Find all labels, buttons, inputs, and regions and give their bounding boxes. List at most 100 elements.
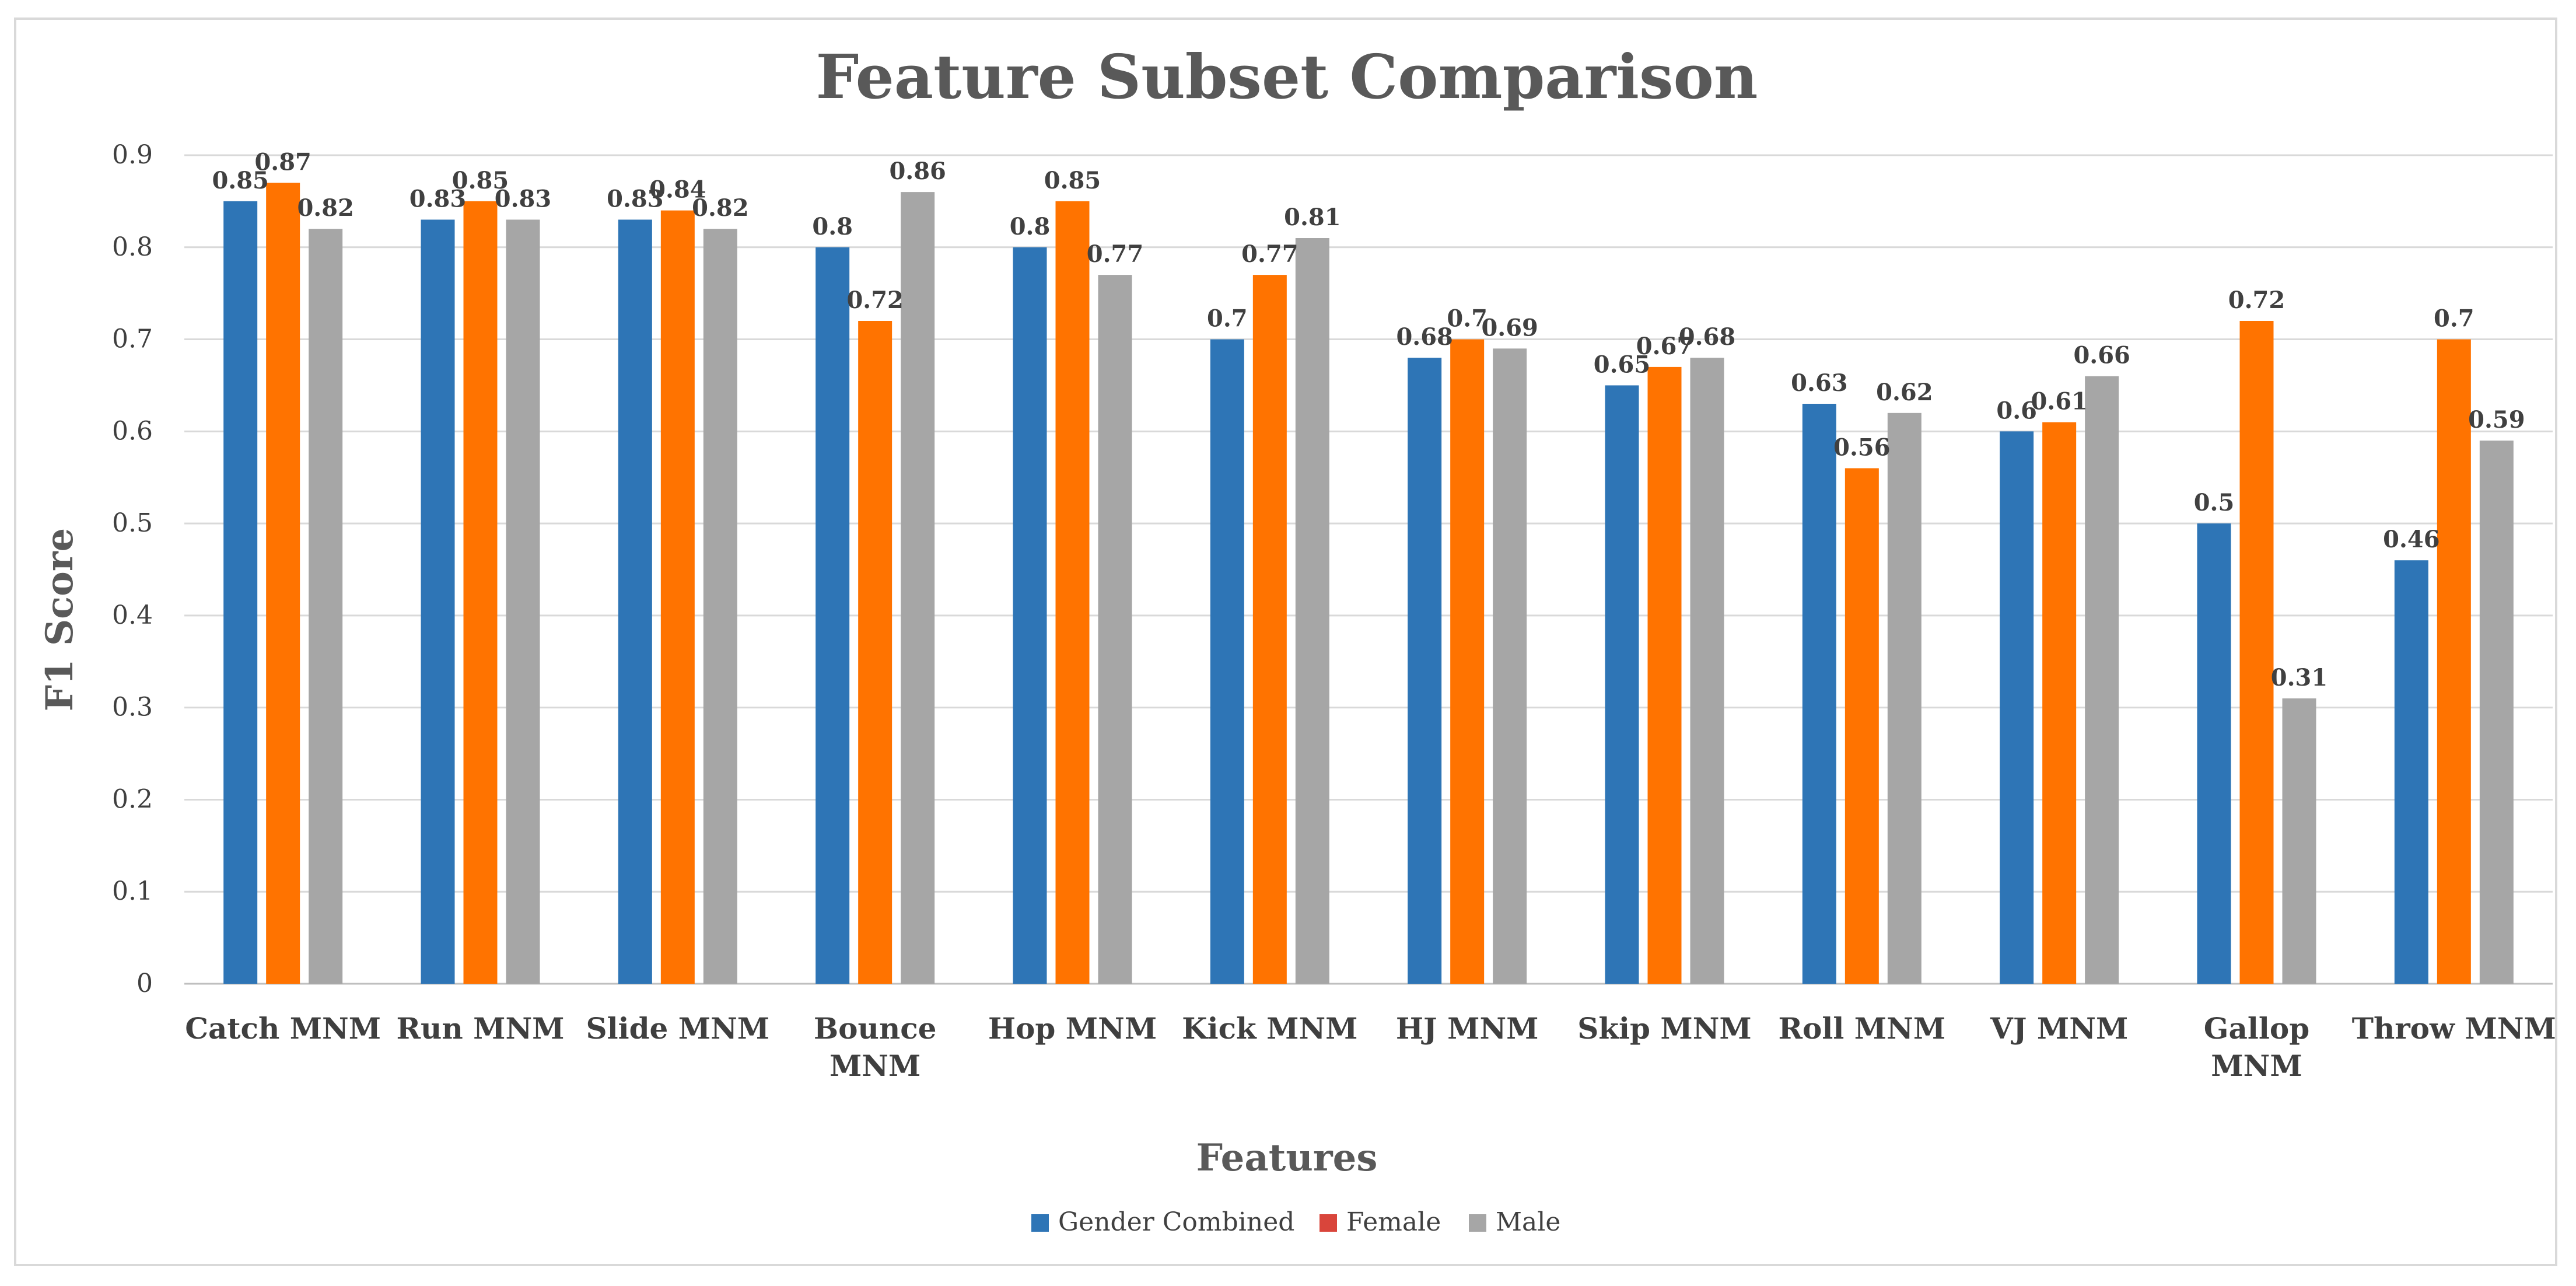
data-label: 0.85 — [1044, 167, 1101, 194]
x-tick-label: Gallop — [2204, 1011, 2309, 1046]
bar — [2479, 441, 2514, 984]
bar — [660, 210, 695, 984]
data-label: 0.5 — [2194, 489, 2235, 516]
data-label: 0.65 — [1594, 351, 1650, 378]
data-label: 0.81 — [1284, 204, 1340, 231]
data-label: 0.83 — [495, 185, 551, 212]
x-tick-label: HJ MNM — [1396, 1011, 1539, 1046]
y-tick-label: 0.3 — [112, 693, 153, 722]
data-label: 0.82 — [297, 194, 354, 222]
y-tick-label: 0.9 — [112, 140, 153, 170]
bar — [1450, 339, 1485, 984]
x-tick-label: MNM — [830, 1049, 921, 1083]
bar — [2437, 339, 2471, 984]
bar — [901, 192, 935, 984]
data-label: 0.7 — [1207, 305, 1248, 333]
bar — [618, 219, 652, 984]
y-tick-label: 0.2 — [112, 784, 153, 814]
x-tick-label: Bounce — [814, 1011, 937, 1046]
y-axis-label: F1 Score — [38, 528, 82, 712]
legend-swatch — [1469, 1214, 1486, 1232]
x-tick-label: Slide MNM — [586, 1011, 769, 1046]
y-tick-label: 0.8 — [112, 232, 153, 262]
bar — [1690, 358, 1724, 984]
y-tick-label: 0.1 — [112, 876, 153, 906]
data-label: 0.72 — [2228, 286, 2285, 314]
bar — [1013, 247, 1047, 984]
data-label: 0.6 — [1996, 397, 2037, 424]
y-tick-label: 0.4 — [112, 600, 153, 630]
bar — [1295, 238, 1329, 984]
bar — [2239, 321, 2274, 984]
legend-label: Male — [1496, 1207, 1560, 1237]
bars — [223, 183, 2514, 984]
bar — [816, 247, 850, 984]
data-label: 0.62 — [1876, 379, 1933, 406]
bar — [1845, 468, 1879, 984]
data-label: 0.68 — [1679, 323, 1735, 351]
y-tick-labels: 0 0.1 0.2 0.3 0.4 0.5 0.6 0.7 0.8 0.9 — [112, 140, 153, 998]
x-tick-label: MNM — [2211, 1049, 2302, 1083]
legend-swatch — [1031, 1214, 1049, 1232]
x-tick-label: Hop MNM — [988, 1011, 1157, 1046]
bar — [1802, 404, 1836, 984]
grid-lines — [184, 154, 2553, 985]
y-tick-label: 0.5 — [112, 508, 153, 538]
data-label: 0.56 — [1833, 434, 1890, 461]
bar — [309, 229, 343, 984]
legend-label: Gender Combined — [1058, 1207, 1294, 1237]
x-tick-label: Run MNM — [396, 1011, 564, 1046]
bar — [703, 229, 737, 984]
data-label: 0.61 — [2031, 388, 2087, 415]
legend: Gender Combined Female Male — [1031, 1207, 1560, 1237]
data-label: 0.67 — [1636, 333, 1693, 360]
bar — [1210, 339, 1244, 984]
data-label: 0.83 — [410, 185, 466, 212]
data-label: 0.85 — [452, 167, 509, 194]
bar — [1493, 348, 1527, 984]
data-label: 0.82 — [692, 194, 748, 222]
bar — [1408, 358, 1442, 984]
data-label: 0.77 — [1241, 240, 1298, 268]
bar — [1647, 366, 1682, 984]
bar — [1887, 413, 1922, 984]
bar — [223, 201, 258, 984]
data-label: 0.66 — [2073, 342, 2130, 369]
bar — [2042, 422, 2077, 984]
data-label: 0.84 — [649, 176, 706, 204]
x-tick-label: Kick MNM — [1182, 1011, 1357, 1046]
x-tick-label: Skip MNM — [1577, 1011, 1752, 1046]
bar — [2282, 698, 2316, 984]
bar — [266, 183, 300, 984]
bar — [1252, 275, 1287, 984]
bar — [858, 321, 892, 984]
data-labels: 0.850.870.82 0.830.850.83 0.830.840.820.80… — [212, 148, 2525, 691]
x-tick-label: Throw MNM — [2352, 1011, 2556, 1046]
x-axis-label: Features — [1196, 1136, 1378, 1180]
data-label: 0.69 — [1481, 314, 1538, 341]
data-label: 0.8 — [1010, 213, 1051, 240]
bar — [2085, 376, 2119, 984]
y-tick-label: 0.6 — [112, 416, 153, 446]
bar — [506, 219, 540, 984]
data-label: 0.83 — [607, 185, 663, 212]
data-label: 0.68 — [1396, 323, 1452, 351]
data-label: 0.7 — [2434, 305, 2474, 333]
data-label: 0.77 — [1087, 240, 1143, 268]
bar — [421, 219, 455, 984]
data-label: 0.31 — [2271, 664, 2328, 691]
bar — [2000, 431, 2034, 984]
data-label: 0.87 — [254, 148, 311, 176]
legend-swatch — [1320, 1214, 1337, 1232]
bar — [1098, 275, 1132, 984]
bar — [2197, 523, 2231, 984]
x-tick-label: Catch MNM — [185, 1011, 381, 1046]
chart-title: Feature Subset Comparison — [816, 41, 1758, 113]
data-label: 0.63 — [1791, 369, 1847, 397]
bar — [1605, 385, 1639, 984]
data-label: 0.85 — [212, 167, 268, 194]
bar — [463, 201, 498, 984]
data-label: 0.59 — [2468, 406, 2525, 434]
